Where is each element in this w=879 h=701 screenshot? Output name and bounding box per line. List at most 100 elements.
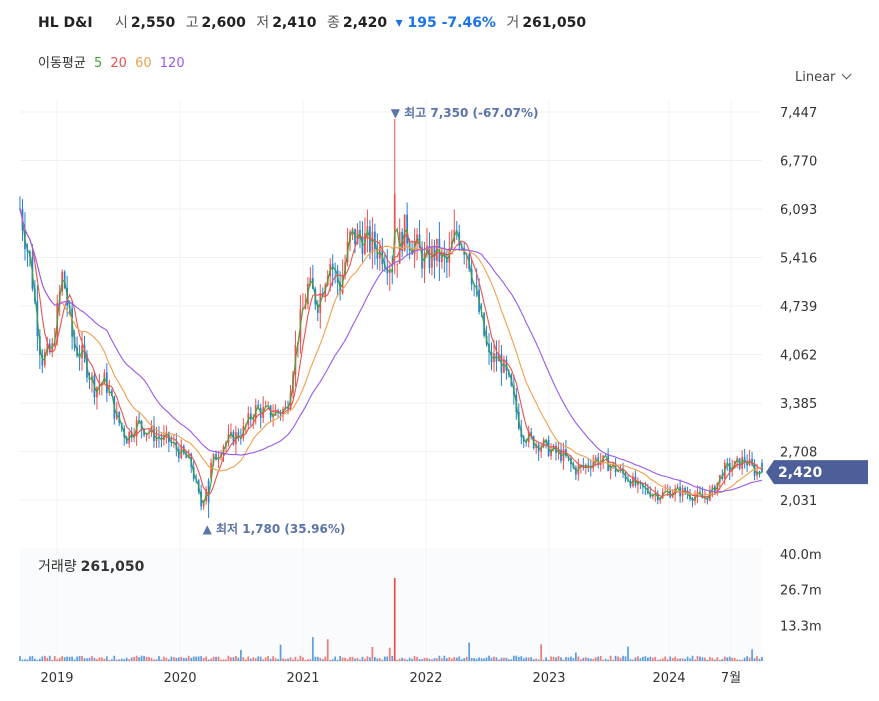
y-tick-label: 4,739 [780,300,817,315]
volume-bar [319,657,322,661]
volume-bar [63,657,66,661]
volume-bar [314,656,317,661]
volume-bar [478,657,480,661]
volume-bar [716,657,719,661]
volume-bar [480,658,483,661]
volume-bar [512,655,515,661]
volume-bar [614,655,617,661]
volume-bar [113,655,116,661]
volume-bar [483,658,485,661]
volume-bar [619,657,622,661]
volume-bar [53,656,56,661]
volume-bar [751,649,753,661]
volume-bar [103,658,106,661]
volume-bar [515,655,518,661]
volume-bar [71,656,73,661]
volume-bar [346,659,349,661]
volume-bar [88,657,91,661]
volume-bar [187,655,190,661]
volume-bar [448,657,451,661]
volume-bar [148,656,150,661]
volume-bar [321,659,324,661]
volume-bar [433,658,436,661]
volume-bar [609,655,612,661]
volume-bar [225,659,227,661]
volume-bar [718,659,721,661]
volume-bar [535,658,538,661]
volume-bar [443,655,446,661]
ma-60: 60 [135,56,152,71]
volume-bar [761,657,763,661]
volume-bar [691,655,694,661]
volume-bar [490,657,493,661]
volume-bar [381,659,384,661]
close-label: 종 [326,15,340,31]
volume-bar [43,655,46,661]
volume-bar [378,658,381,661]
volume-bar [259,656,262,661]
volume-bar [359,659,361,661]
volume-bar [704,657,706,661]
volume-bar [579,659,582,661]
volume-bar [108,659,111,661]
volume-bar [31,655,34,661]
volume-label: 거 [506,15,520,31]
volume-bar [212,656,215,661]
volume-bar [555,657,557,661]
volume-bar [510,659,513,661]
volume-bar [505,657,508,661]
price-header: HL D&I 시 2,550 고 2,600 저 2,410 종 2,420 ▾ 195… [38,12,586,32]
volume-bar [582,657,585,661]
volume-bar [66,656,69,661]
volume-bar [570,656,572,661]
volume-bar [168,659,170,661]
volume-bar [654,656,657,661]
ma-120: 120 [159,56,185,71]
volume-bar [637,656,639,661]
volume-bar [58,657,61,661]
scale-dropdown[interactable]: Linear [795,69,852,85]
volume-bar [244,659,247,661]
volume-bar [41,656,44,661]
volume-bar [165,657,168,661]
volume-bar [366,656,369,661]
volume-bar [646,657,649,661]
ma5-line [19,208,763,506]
volume-tick-label: 13.3m [780,619,822,634]
volume-bar [341,657,344,661]
volume-bar [468,642,471,661]
volume-bar [376,658,379,661]
volume-bar [81,655,83,661]
volume-value: 261,050 [522,15,587,31]
volume-bar [170,656,173,661]
volume-bar [307,659,309,661]
volume-bar [728,656,731,661]
volume-bar [356,657,359,661]
volume-bar [644,656,647,661]
moving-average-legend[interactable]: 이동평균 5 20 60 120 [38,52,189,71]
volume-bar [160,659,163,661]
volume-bar [222,659,225,661]
volume-bar [36,659,39,661]
volume-bar [374,656,376,661]
volume-bar [589,658,592,661]
volume-bar [133,656,136,661]
low-label: 저 [256,15,270,31]
volume-bar [416,656,418,661]
volume-bar [182,657,185,661]
volume-bar [257,656,260,661]
ma-label: 이동평균 [38,56,86,71]
volume-bar [713,659,716,661]
volume-tick-label: 26.7m [780,584,822,599]
volume-bar [309,659,312,661]
volume-bar [441,658,443,661]
volume-bar [123,659,126,661]
volume-bar [29,656,31,661]
last-price-tag [766,460,868,485]
high-value: 2,600 [201,15,246,31]
close-value: 2,420 [342,15,388,31]
volume-bar [488,655,490,661]
stock-name: HL D&I [38,15,93,31]
volume-bar [602,659,605,661]
